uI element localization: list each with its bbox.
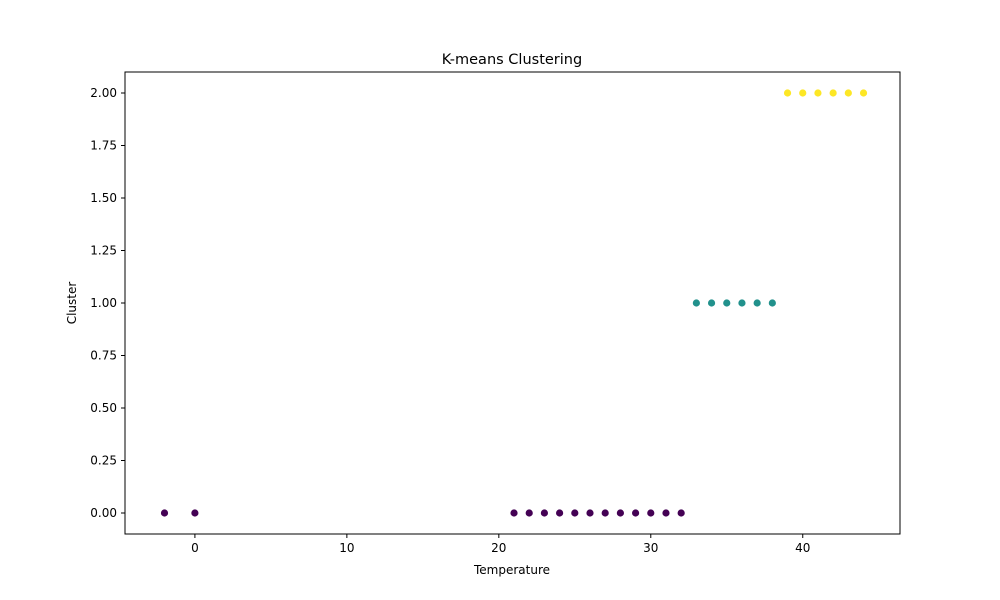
data-point-cluster-2 [783,89,792,97]
data-point-cluster-0 [616,509,624,517]
chart-title: K-means Clustering [442,52,582,68]
data-point-cluster-0 [525,509,533,517]
x-tick-label: 0 [191,541,199,555]
data-point-cluster-0 [631,509,640,517]
data-point-cluster-1 [692,299,700,307]
data-point-cluster-1 [723,299,731,307]
data-point-cluster-0 [677,509,685,517]
data-point-cluster-1 [738,299,746,307]
data-point-cluster-0 [662,509,670,517]
data-point-cluster-2 [799,89,807,97]
y-tick-label: 0.75 [90,349,117,363]
x-tick-label: 20 [491,541,506,555]
y-tick-label: 0.00 [90,506,117,520]
data-point-cluster-0 [510,509,518,517]
data-point-cluster-2 [859,89,868,97]
x-tick-label: 40 [795,541,810,555]
data-point-cluster-2 [844,89,852,97]
y-axis-title: Cluster [65,282,79,325]
plot-area [125,72,900,534]
data-points [160,89,868,517]
data-point-cluster-0 [601,509,609,517]
data-point-cluster-0 [571,509,579,517]
x-tick-label: 10 [339,541,354,555]
data-point-cluster-0 [540,509,549,517]
y-tick-label: 1.00 [90,296,117,310]
data-point-cluster-0 [647,509,655,517]
x-axis-ticks: 0 10 20 30 40 [191,534,810,555]
y-axis-ticks: 0.00 0.25 0.50 0.75 1.00 1.25 1.50 1.75 2.00 [90,86,125,520]
y-tick-label: 1.50 [90,191,117,205]
data-point-cluster-0 [160,509,169,517]
x-axis-title: Temperature [473,563,550,577]
data-point-cluster-1 [753,299,761,307]
data-point-cluster-1 [707,299,716,307]
data-point-cluster-2 [814,89,822,97]
x-tick-label: 30 [643,541,658,555]
y-tick-label: 1.25 [90,244,117,258]
y-tick-label: 2.00 [90,86,117,100]
data-point-cluster-1 [768,299,776,307]
data-point-cluster-0 [586,509,594,517]
y-tick-label: 0.25 [90,454,117,468]
y-tick-label: 1.75 [90,139,117,153]
data-point-cluster-0 [191,509,199,517]
data-point-cluster-2 [829,89,837,97]
y-tick-label: 0.50 [90,401,117,415]
data-point-cluster-0 [556,509,564,517]
plot-frame [124,71,901,535]
